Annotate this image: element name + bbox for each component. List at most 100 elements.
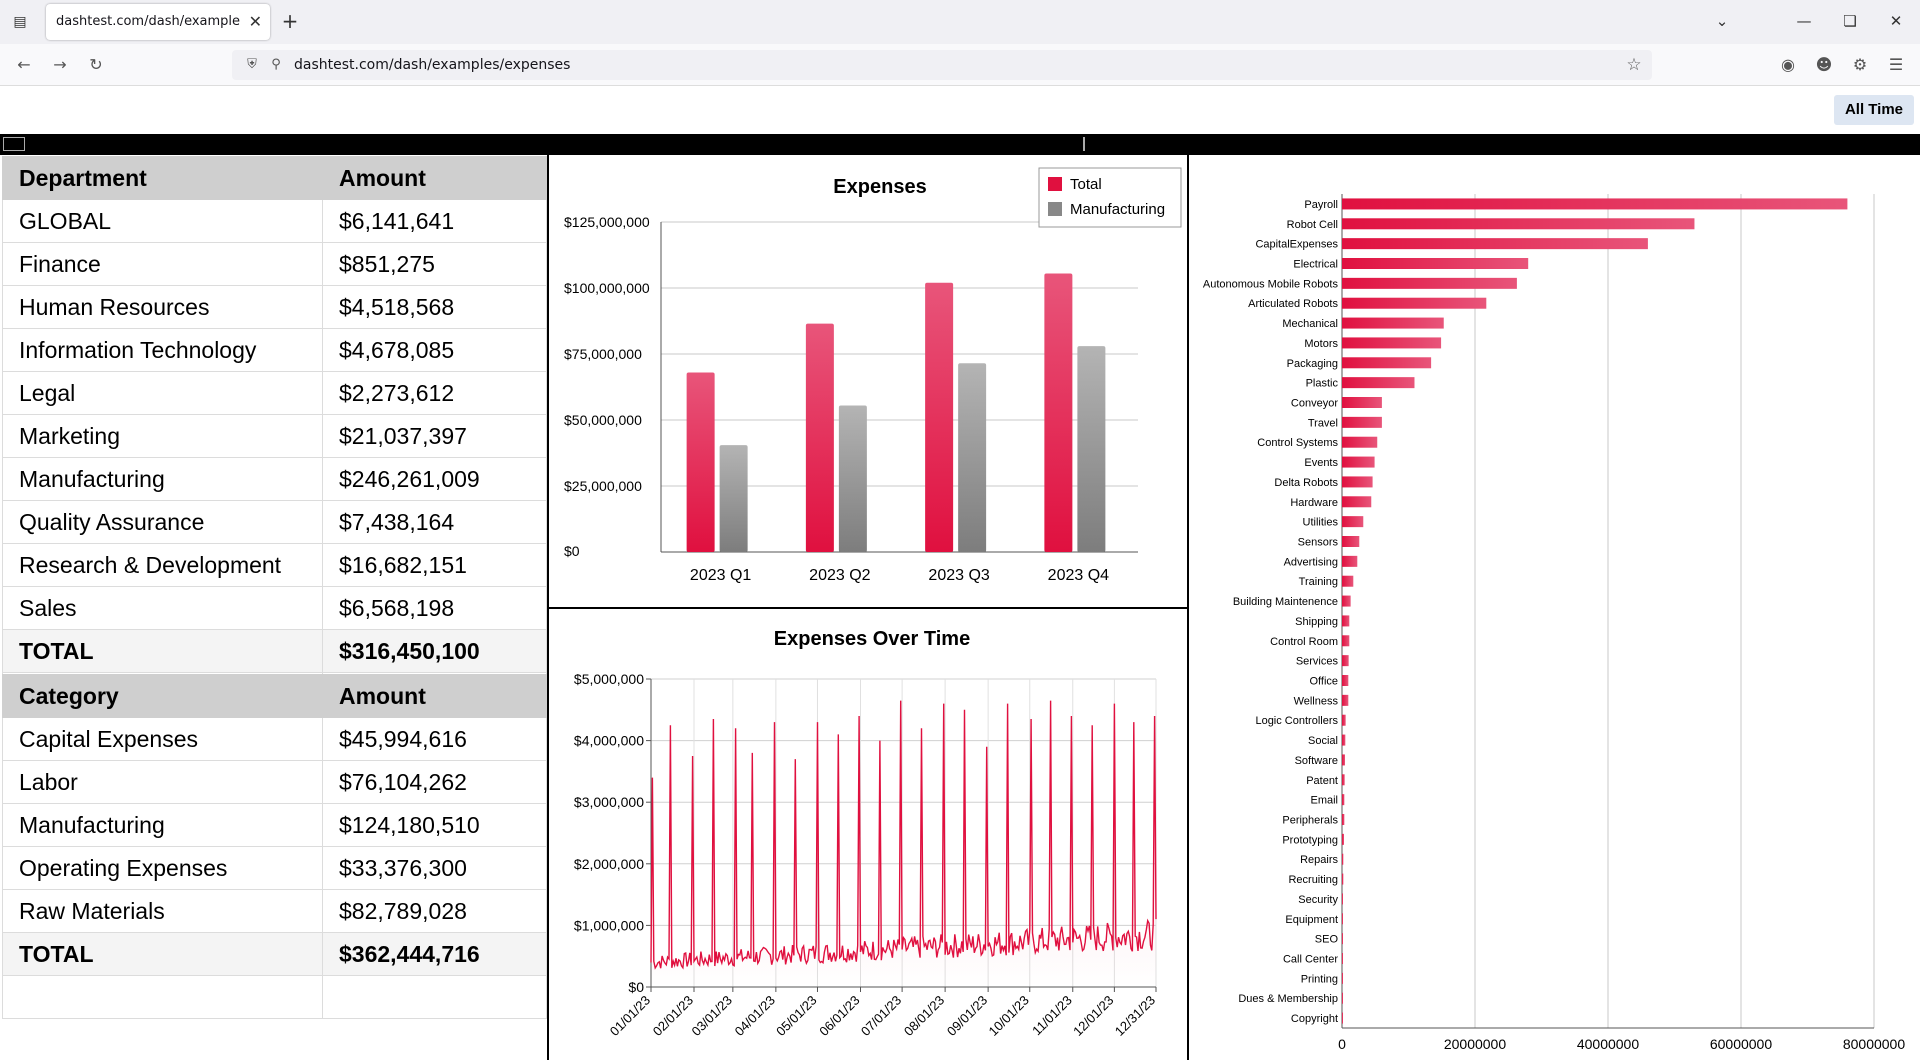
- bookmark-star-icon[interactable]: ☆: [1626, 55, 1642, 75]
- url-text[interactable]: dashtest.com/dash/examples/expenses: [294, 57, 571, 73]
- pocket-icon[interactable]: ◉: [1781, 55, 1795, 74]
- category-bar[interactable]: [1342, 774, 1345, 786]
- category-bar[interactable]: [1342, 516, 1364, 528]
- category-bar[interactable]: [1342, 853, 1344, 865]
- category-bar[interactable]: [1342, 933, 1343, 945]
- table-row: Information Technology $4,678,085: [2, 328, 547, 372]
- category-bar[interactable]: [1342, 754, 1345, 766]
- amount-cell: $362,444,716: [322, 932, 547, 976]
- bar-manufacturing[interactable]: [719, 445, 748, 552]
- shield-icon[interactable]: ⛨: [247, 57, 257, 72]
- x-tick-label: 08/01/23: [901, 993, 947, 1039]
- category-bar[interactable]: [1342, 694, 1349, 706]
- category-bar[interactable]: [1342, 476, 1373, 488]
- category-bar[interactable]: [1342, 317, 1444, 329]
- category-bar[interactable]: [1342, 218, 1695, 230]
- label-cell: Labor: [2, 760, 323, 804]
- category-bar[interactable]: [1342, 873, 1344, 885]
- category-bar[interactable]: [1342, 953, 1343, 964]
- category-bar[interactable]: [1342, 238, 1648, 250]
- label-cell: GLOBAL: [2, 199, 323, 243]
- category-bar[interactable]: [1342, 456, 1375, 468]
- timeline-bar[interactable]: [0, 134, 1920, 154]
- restore-icon[interactable]: ❏: [1843, 12, 1857, 30]
- y-tick-label: $0: [628, 979, 644, 995]
- category-bar[interactable]: [1342, 496, 1372, 508]
- menu-icon[interactable]: ☰: [1888, 55, 1904, 74]
- category-bar[interactable]: [1342, 814, 1345, 825]
- category-bar[interactable]: [1342, 992, 1343, 1004]
- category-bar[interactable]: [1342, 794, 1345, 806]
- table-row: Capital Expenses $45,994,616: [2, 717, 547, 761]
- url-bar[interactable]: ⛨ ⚲ dashtest.com/dash/examples/expenses …: [232, 50, 1652, 80]
- category-bar[interactable]: [1342, 536, 1360, 547]
- expense-line[interactable]: [650, 700, 1157, 970]
- category-table: Category Amount Capital Expenses $45,994,61…: [2, 674, 547, 1019]
- minimize-icon[interactable]: —: [1796, 12, 1812, 30]
- category-bar[interactable]: [1342, 615, 1350, 627]
- category-bar[interactable]: [1342, 297, 1487, 309]
- category-label: Events: [1304, 457, 1338, 469]
- category-bar[interactable]: [1342, 416, 1382, 428]
- bar-total[interactable]: [1044, 273, 1073, 552]
- category-bar[interactable]: [1342, 635, 1350, 647]
- label-cell: Quality Assurance: [2, 500, 323, 544]
- timeline-segment[interactable]: [3, 137, 25, 151]
- category-bar[interactable]: [1342, 198, 1848, 210]
- category-bar[interactable]: [1342, 893, 1343, 905]
- category-bar[interactable]: [1342, 337, 1442, 349]
- back-arrow-icon[interactable]: ←: [17, 55, 31, 74]
- category-bar[interactable]: [1342, 357, 1432, 369]
- x-tick-label: 04/01/23: [732, 993, 778, 1039]
- timeline-segment[interactable]: [1083, 137, 1085, 151]
- amount-cell: $45,994,616: [322, 717, 547, 761]
- category-bar[interactable]: [1342, 913, 1343, 925]
- y-tick-label: $5,000,000: [574, 671, 644, 687]
- category-bar[interactable]: [1342, 555, 1358, 567]
- category-bar[interactable]: [1342, 714, 1346, 726]
- category-bar[interactable]: [1342, 734, 1346, 746]
- tab-list-icon[interactable]: ▤: [13, 14, 27, 30]
- category-label: CapitalExpenses: [1255, 239, 1338, 251]
- bar-manufacturing[interactable]: [838, 405, 867, 552]
- bar-total[interactable]: [686, 372, 715, 552]
- area-fill: [651, 700, 1156, 987]
- y-tick-label: $25,000,000: [564, 478, 642, 494]
- category-label: Building Maintenence: [1233, 596, 1338, 608]
- category-bar[interactable]: [1342, 377, 1415, 389]
- bar-manufacturing[interactable]: [1077, 346, 1106, 552]
- browser-tab[interactable]: dashtest.com/dash/examples/expenses ✕: [46, 4, 270, 40]
- label-cell: Marketing: [2, 414, 323, 458]
- category-bar[interactable]: [1342, 675, 1349, 686]
- y-tick-label: $4,000,000: [574, 733, 644, 749]
- bar-total[interactable]: [805, 323, 834, 552]
- reload-icon[interactable]: ↻: [89, 55, 103, 74]
- category-bar[interactable]: [1342, 595, 1351, 607]
- legend-swatch: [1048, 202, 1062, 216]
- category-bar[interactable]: [1342, 655, 1349, 667]
- category-bar[interactable]: [1342, 277, 1517, 289]
- chevron-down-icon[interactable]: ⌄: [1715, 12, 1729, 30]
- bar-total[interactable]: [925, 282, 954, 552]
- all-time-button[interactable]: All Time: [1834, 95, 1914, 125]
- category-bar[interactable]: [1342, 833, 1344, 845]
- lock-icon[interactable]: ⚲: [271, 57, 281, 72]
- close-tab-icon[interactable]: ✕: [248, 12, 262, 31]
- extensions-icon[interactable]: ⚙: [1852, 55, 1868, 74]
- category-bar[interactable]: [1342, 575, 1354, 587]
- category-bar[interactable]: [1342, 1012, 1343, 1024]
- table-header: Category Amount: [2, 674, 547, 718]
- bar-manufacturing[interactable]: [958, 363, 987, 552]
- category-bar[interactable]: [1342, 258, 1529, 269]
- new-tab-button[interactable]: +: [281, 9, 299, 33]
- account-icon[interactable]: ☻: [1815, 55, 1833, 74]
- legend-swatch: [1048, 177, 1062, 191]
- label-cell: Information Technology: [2, 328, 323, 372]
- category-label: Travel: [1308, 417, 1338, 429]
- category-bar[interactable]: [1342, 436, 1378, 448]
- category-label: Prototyping: [1282, 834, 1338, 846]
- forward-arrow-icon[interactable]: →: [53, 55, 67, 74]
- close-window-icon[interactable]: ✕: [1889, 12, 1903, 30]
- category-bar[interactable]: [1342, 972, 1343, 984]
- category-bar[interactable]: [1342, 397, 1382, 408]
